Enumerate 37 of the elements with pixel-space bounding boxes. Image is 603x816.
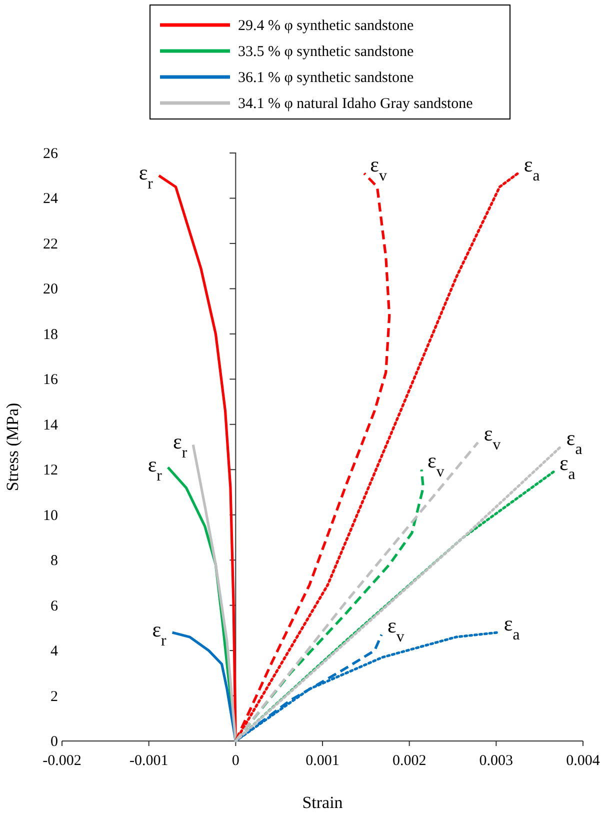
y-tick-label: 4 xyxy=(50,644,58,660)
annotation: ε$_{r}$ xyxy=(148,452,163,484)
y-tick-label: 8 xyxy=(50,553,58,570)
y-tick-label: 14 xyxy=(43,417,58,434)
legend-label: 29.4 % φ synthetic sandstone xyxy=(238,18,414,34)
x-tick-label: -0.002 xyxy=(42,753,82,769)
annotation: ε$_{v}$ xyxy=(427,448,444,480)
y-tick-label: 18 xyxy=(43,326,58,343)
y-tick-label: 26 xyxy=(43,146,58,162)
annotation: ε$_{a}$ xyxy=(524,152,540,184)
y-tick-label: 12 xyxy=(43,462,58,479)
x-tick-label: 0.003 xyxy=(479,753,514,769)
x-tick-label: 0.001 xyxy=(306,753,340,769)
y-tick-label: 20 xyxy=(43,282,58,298)
annotation: ε$_{v}$ xyxy=(388,614,404,646)
y-tick-label: 2 xyxy=(50,688,58,705)
y-axis-title: Stress (MPa) xyxy=(3,402,22,492)
legend-label: 34.1 % φ natural Idaho Gray sandstone xyxy=(238,96,474,112)
annotation: ε$_{r}$ xyxy=(173,430,188,462)
x-axis-title: Strain xyxy=(302,793,344,812)
annotation: ε$_{v}$ xyxy=(484,421,501,453)
legend-label: 36.1 % φ synthetic sandstone xyxy=(238,70,414,86)
x-tick-label: 0 xyxy=(232,753,240,769)
annotation: ε$_{r}$ xyxy=(152,617,168,649)
x-tick-label: 0.002 xyxy=(392,753,426,769)
annotation: ε$_{r}$ xyxy=(138,160,154,192)
y-tick-label: 10 xyxy=(43,508,58,524)
y-tick-label: 22 xyxy=(43,236,58,252)
x-tick-label: -0.001 xyxy=(129,753,168,769)
y-tick-label: 24 xyxy=(43,191,58,208)
annotation: ε$_{a}$ xyxy=(504,611,520,643)
x-tick-label: 0.004 xyxy=(566,753,600,769)
y-tick-label: 16 xyxy=(43,372,58,388)
y-tick-label: 6 xyxy=(50,598,58,614)
y-tick-label: 0 xyxy=(50,734,58,750)
legend-label: 33.5 % φ synthetic sandstone xyxy=(238,44,414,60)
annotation: ε$_{v}$ xyxy=(370,152,388,184)
